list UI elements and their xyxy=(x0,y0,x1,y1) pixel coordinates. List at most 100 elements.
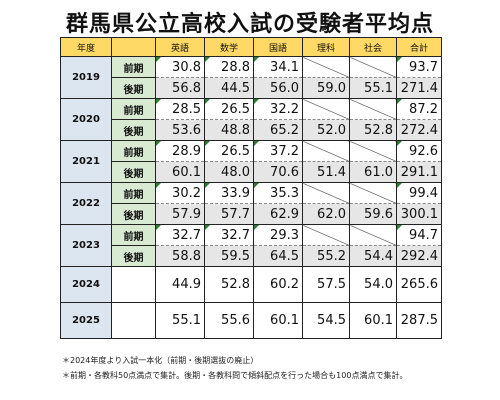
math-cell: 26.5 xyxy=(204,98,254,120)
english-cell: 57.9 xyxy=(155,203,205,225)
math-cell: 59.5 xyxy=(204,245,254,267)
total-cell: 300.1 xyxy=(396,203,442,225)
term-cell: 後期 xyxy=(111,77,156,99)
math-cell: 48.0 xyxy=(204,161,254,183)
english-cell: 44.9 xyxy=(155,266,205,303)
japanese-cell: 60.2 xyxy=(253,266,303,303)
social-cell: 61.0 xyxy=(349,161,397,183)
term-cell: 後期 xyxy=(111,245,156,267)
math-cell: 32.7 xyxy=(204,224,254,246)
table-row: 2022 前期 30.2 33.9 35.3 99.4 xyxy=(60,182,442,225)
table-row: 後期 60.1 48.0 70.6 51.4 61.0 291.1 xyxy=(61,161,442,183)
japanese-cell: 34.1 xyxy=(253,56,303,78)
total-cell: 291.1 xyxy=(396,161,442,183)
total-cell: 92.6 xyxy=(396,140,442,162)
term-cell: 後期 xyxy=(111,161,156,183)
math-cell: 52.8 xyxy=(204,266,254,303)
math-cell: 28.8 xyxy=(204,56,254,78)
social-cell-empty xyxy=(349,182,397,204)
total-cell: 87.2 xyxy=(396,98,442,120)
score-table: 年度 英語 数学 国語 理科 社会 合計 2019 前期 30.8 28.8 3… xyxy=(60,37,442,339)
year-cell: 2020 xyxy=(60,98,112,141)
japanese-cell: 32.2 xyxy=(253,98,303,120)
term-cell: 前期 xyxy=(111,56,156,78)
english-cell: 60.1 xyxy=(155,161,205,183)
table-row: 2025 55.1 55.6 60.1 54.5 60.1 287.5 xyxy=(60,302,442,339)
english-cell: 28.9 xyxy=(155,140,205,162)
science-cell: 55.2 xyxy=(302,245,350,267)
table-row: 後期 56.8 44.5 56.0 59.0 55.1 271.4 xyxy=(61,77,442,99)
term-cell: 後期 xyxy=(111,203,156,225)
social-cell: 54.4 xyxy=(349,245,397,267)
science-cell: 62.0 xyxy=(302,203,350,225)
table-row: 後期 53.6 48.8 65.2 52.0 52.8 272.4 xyxy=(61,119,442,141)
table-row: 2024 44.9 52.8 60.2 57.5 54.0 265.6 xyxy=(60,266,442,303)
footnote: ＊2024年度より入試一本化（前期・後期選抜の廃止） xyxy=(62,356,259,365)
social-cell-empty xyxy=(349,56,397,78)
year-cell: 2022 xyxy=(60,182,112,225)
japanese-cell: 70.6 xyxy=(253,161,303,183)
social-cell: 60.1 xyxy=(349,302,397,339)
header-math: 数学 xyxy=(204,37,254,57)
total-cell: 271.4 xyxy=(396,77,442,99)
footnotes: ＊2024年度より入試一本化（前期・後期選抜の廃止） ＊前期・各教科50点満点で… xyxy=(62,353,407,383)
english-cell: 30.8 xyxy=(155,56,205,78)
term-cell: 前期 xyxy=(111,140,156,162)
term-cell: 前期 xyxy=(111,98,156,120)
science-cell-empty xyxy=(302,140,350,162)
total-cell: 94.7 xyxy=(396,224,442,246)
math-cell: 44.5 xyxy=(204,77,254,99)
table-row: 後期 58.8 59.5 64.5 55.2 54.4 292.4 xyxy=(61,245,442,267)
term-cell: 前期 xyxy=(111,224,156,246)
social-cell: 54.0 xyxy=(349,266,397,303)
science-cell-empty xyxy=(302,182,350,204)
japanese-cell: 29.3 xyxy=(253,224,303,246)
english-cell: 30.2 xyxy=(155,182,205,204)
table-row: 2021 前期 28.9 26.5 37.2 92.6 xyxy=(60,140,442,183)
japanese-cell: 65.2 xyxy=(253,119,303,141)
science-cell-empty xyxy=(302,224,350,246)
english-cell: 32.7 xyxy=(155,224,205,246)
science-cell: 52.0 xyxy=(302,119,350,141)
english-cell: 28.5 xyxy=(155,98,205,120)
year-cell: 2024 xyxy=(60,266,112,303)
english-cell: 56.8 xyxy=(155,77,205,99)
header-japanese: 国語 xyxy=(253,37,303,57)
term-cell: 後期 xyxy=(111,119,156,141)
total-cell: 265.6 xyxy=(396,266,442,303)
header-term xyxy=(111,37,156,57)
year-cell: 2025 xyxy=(60,302,112,339)
header-row: 年度 英語 数学 国語 理科 社会 合計 xyxy=(60,37,442,57)
total-cell: 99.4 xyxy=(396,182,442,204)
social-cell-empty xyxy=(349,224,397,246)
science-cell-empty xyxy=(302,56,350,78)
header-english: 英語 xyxy=(155,37,205,57)
term-cell xyxy=(111,266,156,303)
social-cell-empty xyxy=(349,140,397,162)
term-cell: 前期 xyxy=(111,182,156,204)
social-cell: 52.8 xyxy=(349,119,397,141)
math-cell: 48.8 xyxy=(204,119,254,141)
header-science: 理科 xyxy=(302,37,350,57)
japanese-cell: 37.2 xyxy=(253,140,303,162)
social-cell: 55.1 xyxy=(349,77,397,99)
total-cell: 272.4 xyxy=(396,119,442,141)
header-social: 社会 xyxy=(349,37,397,57)
english-cell: 58.8 xyxy=(155,245,205,267)
science-cell-empty xyxy=(302,98,350,120)
math-cell: 26.5 xyxy=(204,140,254,162)
total-cell: 292.4 xyxy=(396,245,442,267)
social-cell: 59.6 xyxy=(349,203,397,225)
table-row: 後期 57.9 57.7 62.9 62.0 59.6 300.1 xyxy=(61,203,442,225)
english-cell: 53.6 xyxy=(155,119,205,141)
math-cell: 57.7 xyxy=(204,203,254,225)
math-cell: 55.6 xyxy=(204,302,254,339)
science-cell: 54.5 xyxy=(302,302,350,339)
year-cell: 2023 xyxy=(60,224,112,267)
japanese-cell: 56.0 xyxy=(253,77,303,99)
total-cell: 93.7 xyxy=(396,56,442,78)
table-row: 2020 前期 28.5 26.5 32.2 87.2 xyxy=(60,98,442,141)
social-cell-empty xyxy=(349,98,397,120)
header-year: 年度 xyxy=(60,37,112,57)
term-cell xyxy=(111,302,156,339)
